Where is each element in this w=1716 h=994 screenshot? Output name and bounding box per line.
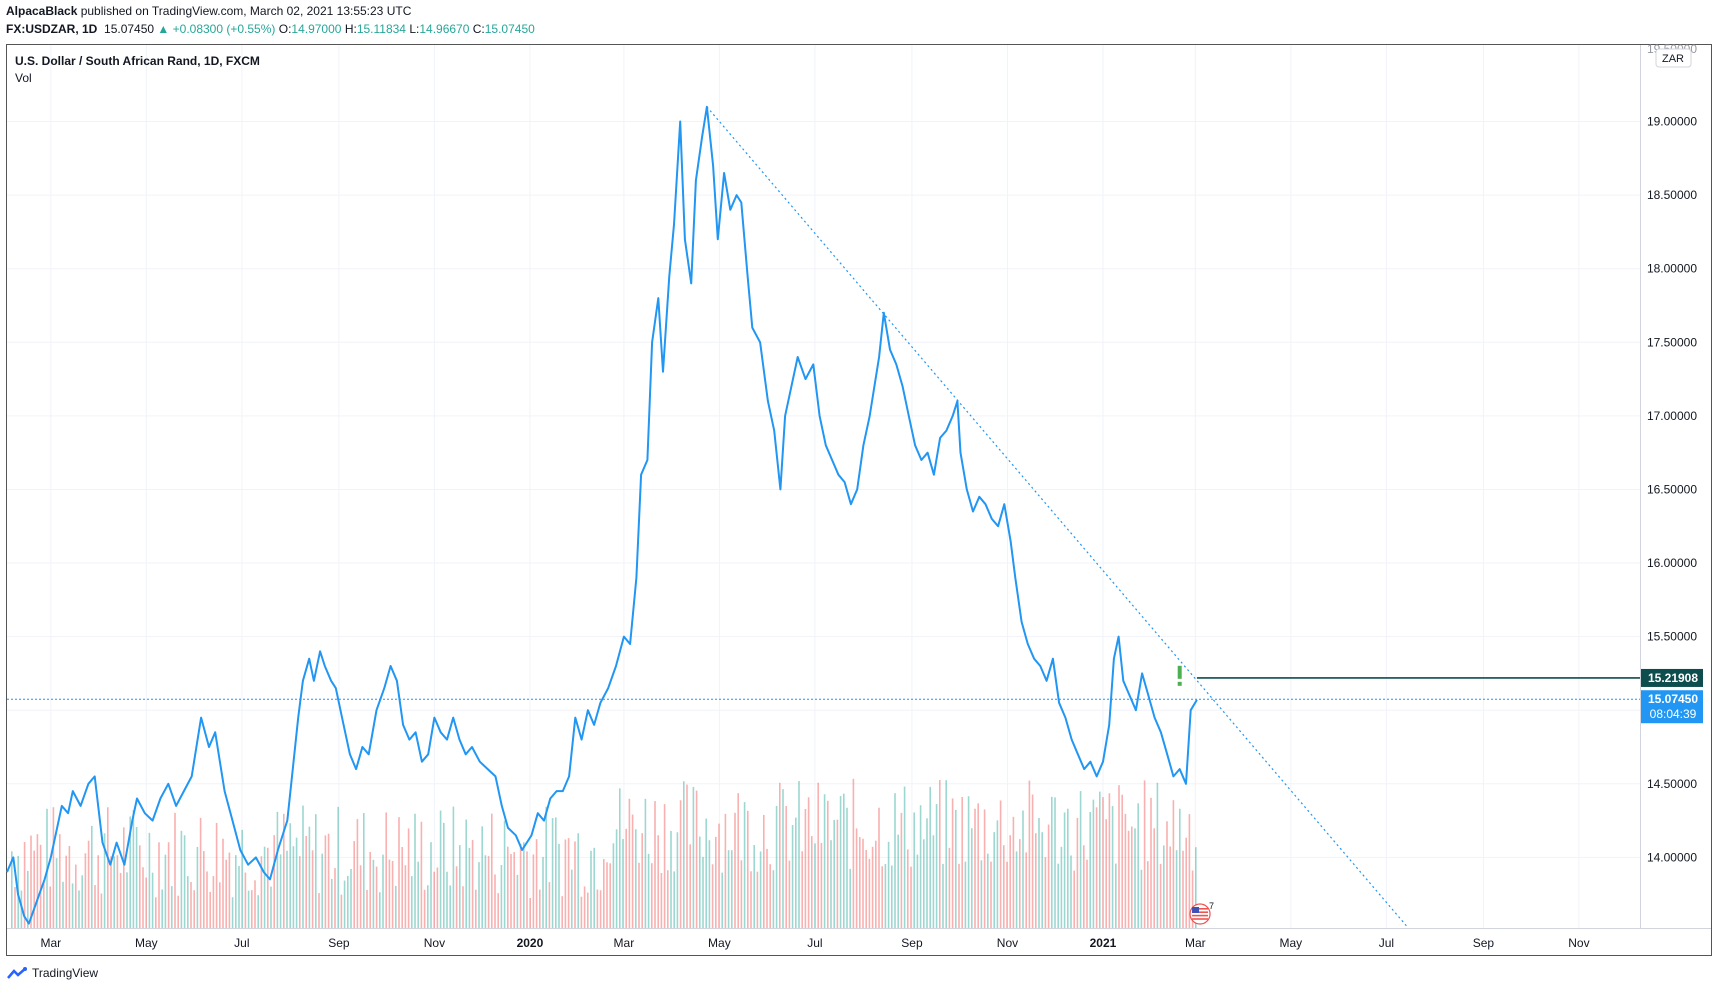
low-label: L: (409, 22, 420, 36)
chart-legend-title: U.S. Dollar / South African Rand, 1D, FX… (15, 54, 260, 68)
last-price: 15.07450 (104, 22, 155, 36)
high-label: H: (344, 22, 357, 36)
ohlc-bar: FX:USDZAR, 1D 15.07450 ▲ +0.08300 (+0.55… (6, 22, 535, 36)
open-value: 14.97000 (291, 22, 342, 36)
tradingview-logo-icon (7, 967, 27, 979)
close-value: 15.07450 (484, 22, 535, 36)
footer-brand-label: TradingView (32, 966, 99, 980)
chart-frame[interactable] (6, 44, 1712, 956)
close-label: C: (472, 22, 485, 36)
author-name[interactable]: AlpacaBlack (6, 4, 78, 18)
publish-text: published on TradingView.com, March 02, … (77, 4, 412, 18)
high-value: 15.11834 (356, 22, 406, 36)
volume-legend[interactable]: Vol (15, 71, 32, 85)
publish-info: AlpacaBlack published on TradingView.com… (6, 4, 411, 18)
open-label: O: (278, 22, 292, 36)
price-change: ▲ +0.08300 (+0.55%) (157, 22, 276, 36)
symbol-label: FX:USDZAR, 1D (6, 22, 98, 36)
low-value: 14.96670 (419, 22, 470, 36)
footer-brand[interactable]: TradingView (6, 966, 98, 980)
